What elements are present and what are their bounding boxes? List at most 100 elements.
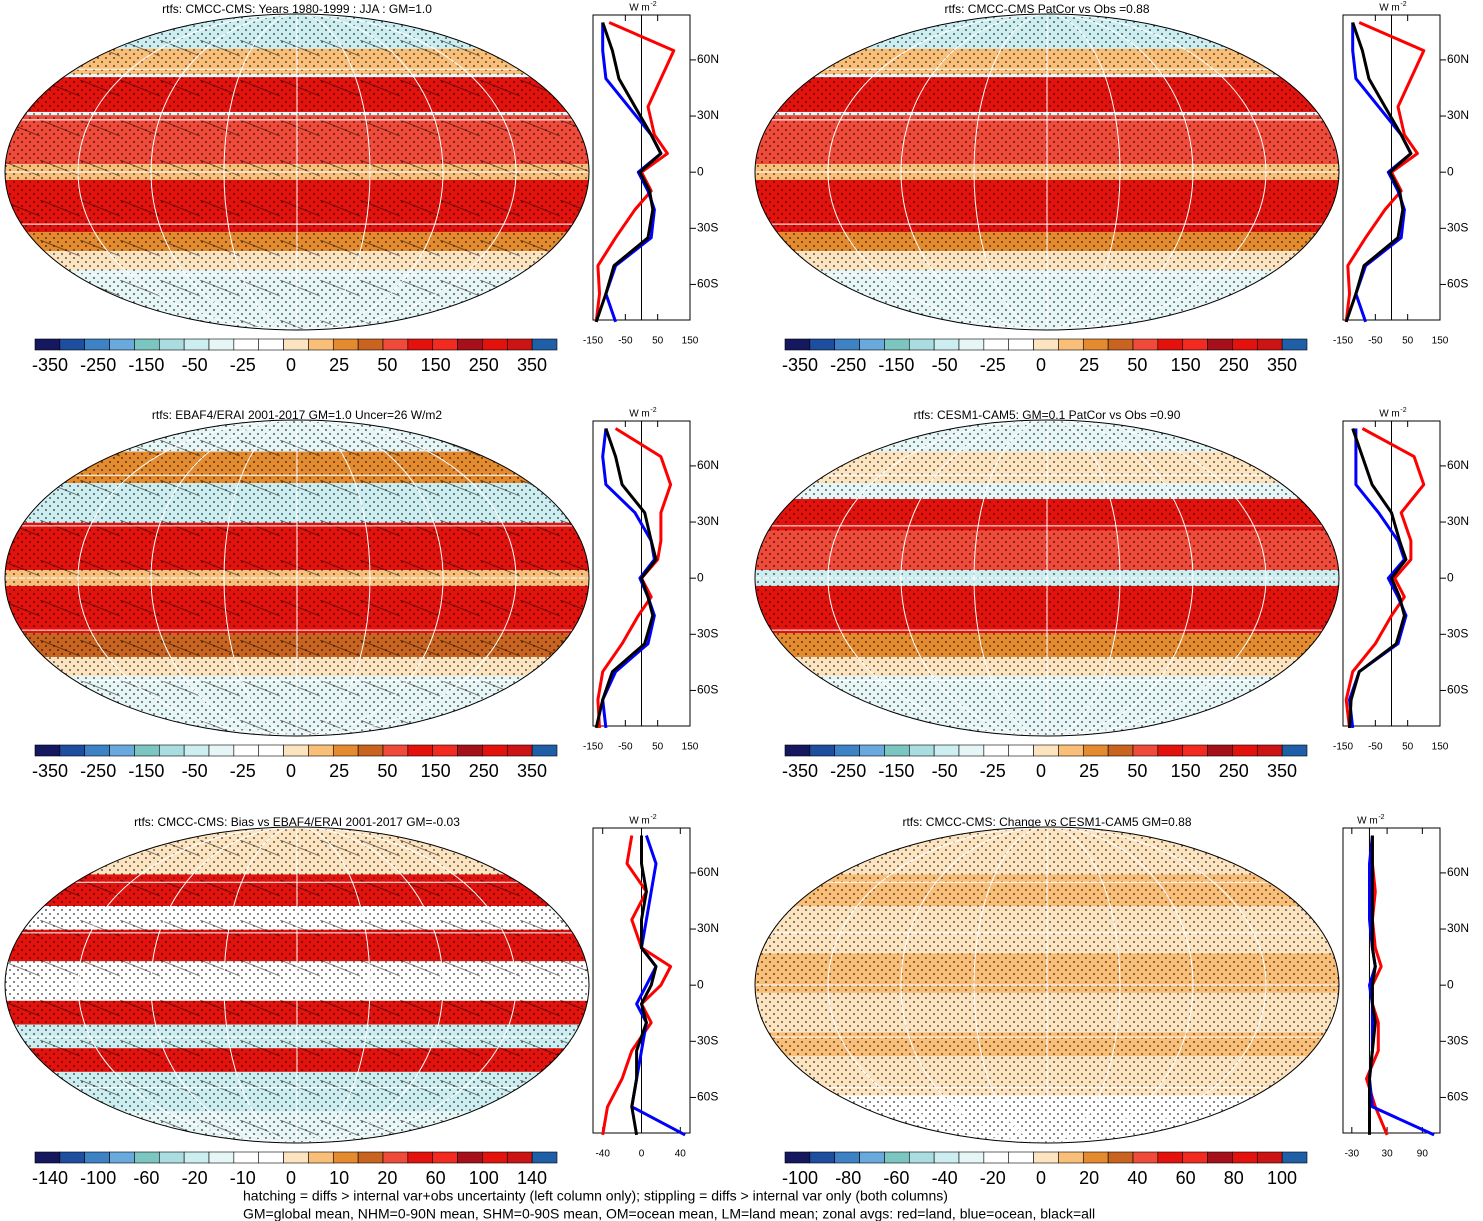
y-tick-label: 0 [697,570,704,584]
map-title: rtfs: CMCC-CMS: Change vs CESM1-CAM5 GM=… [902,815,1191,829]
colorbar-box [1232,744,1258,757]
colorbar-box [283,338,309,351]
colorbar-label: 20 [1079,1168,1099,1188]
colorbar-label: 250 [1219,355,1249,375]
colorbar-box [34,744,61,757]
colorbar-box [1008,744,1034,757]
units-superscript: -2 [650,814,656,821]
map-body [5,827,589,1143]
x-tick-label: -50 [1368,742,1383,753]
colorbar-box [933,1151,960,1164]
x-tick-label: -40 [595,1149,610,1160]
colorbar-box [258,338,284,351]
x-tick-label: -50 [1368,336,1383,347]
y-tick-label: 60S [1447,683,1468,697]
colorbar-label: 150 [421,761,451,781]
colorbar-label: -50 [932,355,958,375]
colorbar-box [908,338,935,351]
colorbar-box [809,1151,836,1164]
colorbar-box [357,744,384,757]
zonal-line [1348,428,1408,728]
colorbar-box [407,338,434,351]
y-tick-label: 0 [697,164,704,178]
colorbar-box [134,338,160,351]
colorbar-box [332,338,359,351]
colorbar-box [1058,338,1084,351]
y-tick-label: 60N [697,865,719,879]
y-tick-label: 60S [697,277,718,291]
y-tick-label: 30N [697,108,719,122]
x-tick-label: 150 [682,336,699,347]
colorbar-label: 60 [1176,1168,1196,1188]
y-tick-label: 60N [1447,458,1469,472]
colorbar-box [183,1151,210,1164]
colorbar-box [1107,744,1134,757]
y-tick-label: 30S [1447,626,1468,640]
colorbar-box [357,1151,384,1164]
colorbar-label: -250 [830,355,866,375]
x-tick-label: 50 [1402,336,1414,347]
colorbar-box [258,744,284,757]
colorbar-box [1157,1151,1184,1164]
colorbar-label: -20 [182,1168,208,1188]
colorbar-label: -40 [932,1168,958,1188]
colorbar-label: -250 [80,761,116,781]
y-tick-label: 30S [697,1033,718,1047]
units-label: W m [629,3,650,14]
colorbar-label: 350 [1267,355,1297,375]
colorbar-label: -20 [980,1168,1006,1188]
map-body [755,420,1339,736]
colorbar-box [1082,338,1109,351]
colorbar-label: 60 [426,1168,446,1188]
colorbar-box [983,1151,1010,1164]
colorbar-label: -140 [32,1168,68,1188]
colorbar-box [859,338,885,351]
colorbar-label: 0 [286,1168,296,1188]
map-title: rtfs: EBAF4/ERAI 2001-2017 GM=1.0 Uncer=… [152,408,442,422]
colorbar-box [958,744,985,757]
colorbar-label: 25 [329,761,349,781]
colorbar-box [208,744,235,757]
colorbar-label: 250 [469,761,499,781]
colorbar-box [859,1151,885,1164]
colorbar-box [382,1151,409,1164]
y-tick-label: 60N [697,52,719,66]
colorbar-label: 100 [469,1168,499,1188]
units-label: W m [1379,409,1400,420]
colorbar-box [1207,744,1233,757]
colorbar-box [233,744,260,757]
colorbar-box [531,1151,558,1164]
colorbar-label: 350 [517,761,547,781]
colorbar-box [784,1151,811,1164]
y-tick-label: 30S [697,220,718,234]
map-outline [754,419,1340,737]
colorbar-box [357,338,384,351]
colorbar-box [84,1151,110,1164]
colorbar-box [382,338,409,351]
colorbar-box [233,1151,260,1164]
colorbar-label: 0 [286,355,296,375]
colorbar-box [1132,1151,1159,1164]
colorbar-box [1033,744,1059,757]
units-label: W m [629,409,650,420]
colorbar-box [506,744,533,757]
colorbar-box [933,744,960,757]
y-tick-label: 60N [1447,865,1469,879]
colorbar-box [506,1151,533,1164]
y-tick-label: 60N [697,458,719,472]
units-label: W m [1379,3,1400,14]
zonal-line [594,21,676,323]
colorbar-box [59,1151,86,1164]
colorbar-box [1033,1151,1059,1164]
colorbar-box [134,744,160,757]
zonal-line [1348,428,1408,729]
colorbar-label: -25 [230,761,256,781]
y-tick-label: 0 [1447,164,1454,178]
units-superscript: -2 [650,407,656,414]
colorbar-box [1232,338,1258,351]
colorbar-box [908,1151,935,1164]
colorbar-box [506,338,533,351]
map-body [755,14,1339,330]
footer-line: GM=global mean, NHM=0-90N mean, SHM=0-90… [243,1206,1095,1221]
colorbar-box [332,744,359,757]
